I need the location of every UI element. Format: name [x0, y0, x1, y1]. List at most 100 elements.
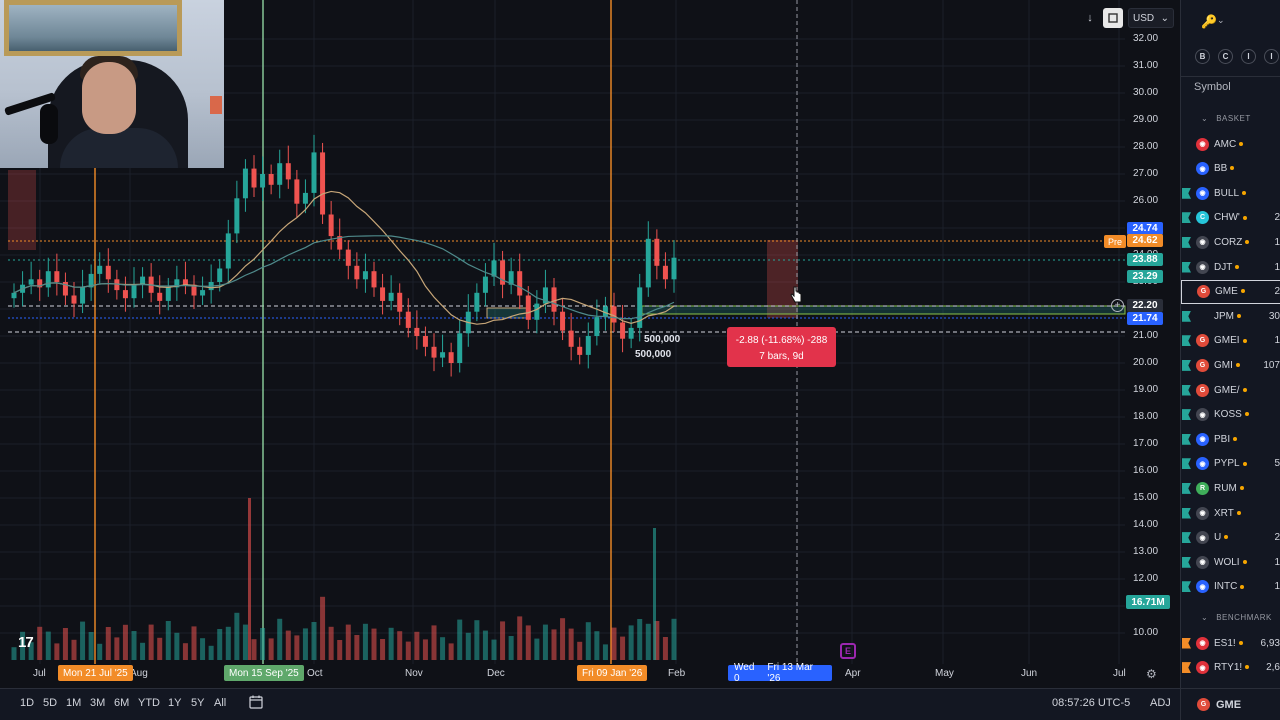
timeframe-button-all[interactable]: All — [214, 697, 227, 709]
candle-body — [294, 179, 300, 204]
candle-body — [611, 306, 617, 323]
currency-label: USD — [1133, 12, 1155, 24]
earnings-icon[interactable]: E — [840, 643, 856, 659]
flag-icon[interactable] — [1182, 482, 1191, 494]
watchlist-row-xrt[interactable]: ◉ XRT — [1181, 501, 1280, 525]
timeframe-button-ytd[interactable]: YTD — [138, 697, 160, 709]
timeframe-button-3m[interactable]: 3M — [90, 697, 106, 709]
watchlist-row-bb[interactable]: ◉ BB — [1181, 157, 1280, 181]
flag-icon[interactable] — [1182, 637, 1191, 649]
watchlist-row-rum[interactable]: R RUM — [1181, 476, 1280, 500]
watchlist-row-chw[interactable]: C CHW' 2 — [1181, 206, 1280, 230]
scroll-down-icon[interactable]: ↓ — [1087, 12, 1093, 24]
candle-body — [260, 174, 266, 188]
format-button[interactable]: B — [1195, 49, 1210, 64]
key-icon[interactable]: 🔑 — [1201, 14, 1218, 29]
volume-bar — [182, 643, 188, 660]
calendar-icon[interactable] — [248, 694, 264, 710]
timeframe-button-1d[interactable]: 1D — [20, 697, 35, 709]
adj-button[interactable]: ADJ — [1150, 697, 1171, 709]
flag-icon[interactable] — [1182, 359, 1191, 371]
time-tick-label: Oct — [307, 668, 323, 679]
symbol-ticker: GMI — [1214, 359, 1233, 371]
candle-body — [165, 287, 171, 301]
axis-settings-icon[interactable]: ⚙ — [1146, 667, 1157, 681]
bottom-toolbar — [0, 688, 1180, 720]
chevron-down-icon[interactable]: ⌄ — [1217, 15, 1225, 25]
flag-icon[interactable] — [1182, 409, 1191, 421]
watchlist-row-gmi[interactable]: G GMI 107 — [1181, 353, 1280, 377]
watchlist-row-pypl[interactable]: ◉ PYPL 5 — [1181, 452, 1280, 476]
timeframe-button-5d[interactable]: 5D — [43, 697, 58, 709]
chart-canvas[interactable] — [0, 0, 1180, 688]
currency-select[interactable]: USD ⌄ — [1128, 8, 1174, 28]
watchlist-row-gme[interactable]: G GME/ — [1181, 378, 1280, 402]
format-button[interactable]: I — [1241, 49, 1256, 64]
symbol-ticker: GME/ — [1214, 384, 1240, 396]
flag-icon[interactable] — [1182, 236, 1191, 248]
timeframe-button-6m[interactable]: 6M — [114, 697, 130, 709]
status-dot — [1244, 412, 1249, 417]
watchlist-row-gmei[interactable]: G GMEI 1 — [1181, 329, 1280, 353]
flag-icon[interactable] — [1182, 433, 1191, 445]
watchlist-row-rty1[interactable]: ◉ RTY1! 2,6 — [1181, 656, 1280, 680]
volume-bar — [248, 498, 251, 660]
timeframe-button-1m[interactable]: 1M — [66, 697, 82, 709]
symbol-last-price: 107 — [1263, 359, 1280, 371]
symbol-column-header[interactable]: Symbol — [1181, 76, 1280, 96]
candle-body — [105, 265, 111, 280]
watchlist-row-intc[interactable]: ◉ INTC 1 — [1181, 575, 1280, 599]
flag-icon[interactable] — [1182, 187, 1191, 199]
measure-tooltip: -2.88 (-11.68%) -288 7 bars, 9d — [727, 327, 836, 367]
watchlist-row-gme[interactable]: G GME 2 — [1181, 279, 1280, 304]
volume-bar — [628, 625, 634, 660]
volume-bar — [148, 624, 154, 660]
flag-icon[interactable] — [1182, 662, 1191, 674]
watchlist-row-woli[interactable]: ◉ WOLI 1 — [1181, 550, 1280, 574]
flag-icon[interactable] — [1182, 384, 1191, 396]
time-tick-label: Dec — [487, 668, 505, 679]
watchlist-row-u[interactable]: ◉ U 2 — [1181, 526, 1280, 550]
watchlist-row-pbi[interactable]: ◉ PBI — [1181, 427, 1280, 451]
watchlist-row-amc[interactable]: ◉ AMC — [1181, 132, 1280, 156]
basket-section[interactable]: ⌄ BASKET — [1201, 114, 1251, 123]
flag-icon[interactable] — [1182, 335, 1191, 347]
format-button[interactable]: I — [1264, 49, 1279, 64]
flag-icon[interactable] — [1182, 532, 1191, 544]
flag-icon[interactable] — [1182, 581, 1191, 593]
flag-icon[interactable] — [1182, 310, 1191, 322]
flag-icon[interactable] — [1182, 556, 1191, 568]
watchlist-row-bull[interactable]: ◉ BULL — [1181, 181, 1280, 205]
add-alert-icon[interactable]: + — [1111, 299, 1124, 312]
watchlist-row-koss[interactable]: ◉ KOSS — [1181, 403, 1280, 427]
gamestop-logo-icon: G — [1197, 698, 1210, 711]
price-tick-label: 15.00 — [1133, 492, 1159, 503]
candle-body — [654, 238, 660, 266]
chart-pane[interactable] — [0, 0, 1180, 688]
symbol-logo-icon: ◉ — [1196, 162, 1209, 176]
flag-icon[interactable] — [1182, 507, 1191, 519]
candle-body — [174, 279, 180, 288]
volume-bar — [157, 637, 163, 660]
symbol-logo-icon: ◉ — [1196, 506, 1209, 520]
tradingview-logo[interactable]: 17 — [18, 634, 34, 651]
volume-bar — [380, 639, 386, 660]
clock[interactable]: 08:57:26 UTC-5 — [1052, 697, 1131, 709]
format-button[interactable]: C — [1218, 49, 1233, 64]
flag-icon[interactable] — [1182, 458, 1191, 470]
watchlist-row-es1[interactable]: ◉ ES1! 6,93 — [1181, 631, 1280, 655]
watchlist-row-corz[interactable]: ◉ CORZ 1 — [1181, 230, 1280, 254]
benchmark-section[interactable]: ⌄ BENCHMARK — [1201, 613, 1272, 622]
watchlist-row-djt[interactable]: ◉ DJT 1 — [1181, 255, 1280, 279]
watchlist-row-jpm[interactable]: JPM 30 — [1181, 304, 1280, 328]
timeframe-button-5y[interactable]: 5Y — [191, 697, 205, 709]
candle-body — [131, 284, 137, 299]
flag-icon[interactable] — [1182, 261, 1191, 273]
selected-symbol-bar[interactable]: G GME — [1181, 688, 1280, 720]
flag-icon[interactable] — [1182, 212, 1191, 224]
time-tick-label: Jun — [1021, 668, 1038, 679]
price-tag: 23.88 — [1127, 253, 1163, 266]
timeframe-button-1y[interactable]: 1Y — [168, 697, 182, 709]
refresh-icon[interactable] — [1103, 8, 1123, 28]
candle-body — [302, 192, 308, 204]
